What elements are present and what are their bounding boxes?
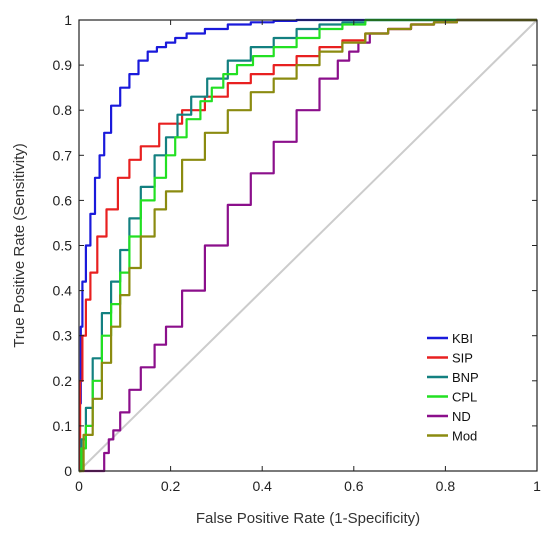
axis-ticks: 0 0.2 0.4 0.6 0.8 1 0 0.1 0.2 0.3 0.4 0.5 0.6 0.7 0.8 0… [53,12,542,494]
legend: KBI SIP BNP CPL ND Mod [427,331,479,444]
y-tick-label: 0.5 [53,238,73,254]
legend-label-mod: Mod [452,429,477,444]
y-axis-label: True Positive Rate (Sensitivity) [11,143,28,348]
y-tick-label: 0.4 [53,283,73,299]
series-group [78,18,537,473]
y-tick-label: 0.6 [53,192,73,208]
legend-label-kbi: KBI [452,331,473,346]
x-tick-label: 0.2 [161,478,181,494]
y-tick-label: 0.2 [53,373,73,389]
legend-label-bnp: BNP [452,370,479,385]
series-line-kbi [78,18,537,473]
y-tick-label: 0.8 [53,102,73,118]
x-tick-label: 0.8 [436,478,456,494]
y-tick-label: 0.7 [53,147,73,163]
x-tick-label: 1 [533,478,541,494]
series-line-cpl [79,18,537,473]
x-tick-label: 0.6 [344,478,364,494]
x-tick-label: 0 [75,478,83,494]
legend-label-nd: ND [452,409,471,424]
legend-label-sip: SIP [452,351,473,366]
y-tick-label: 0.1 [53,418,73,434]
y-tick-label: 0 [64,463,72,479]
x-axis-label: False Positive Rate (1-Specificity) [196,510,420,527]
y-tick-label: 0.3 [53,328,73,344]
y-tick-label: 0.9 [53,57,73,73]
legend-label-cpl: CPL [452,390,477,405]
y-tick-label: 1 [64,12,72,28]
reference-diagonal-line [78,19,538,472]
x-tick-label: 0.4 [252,478,272,494]
series-line-mod [79,18,537,473]
